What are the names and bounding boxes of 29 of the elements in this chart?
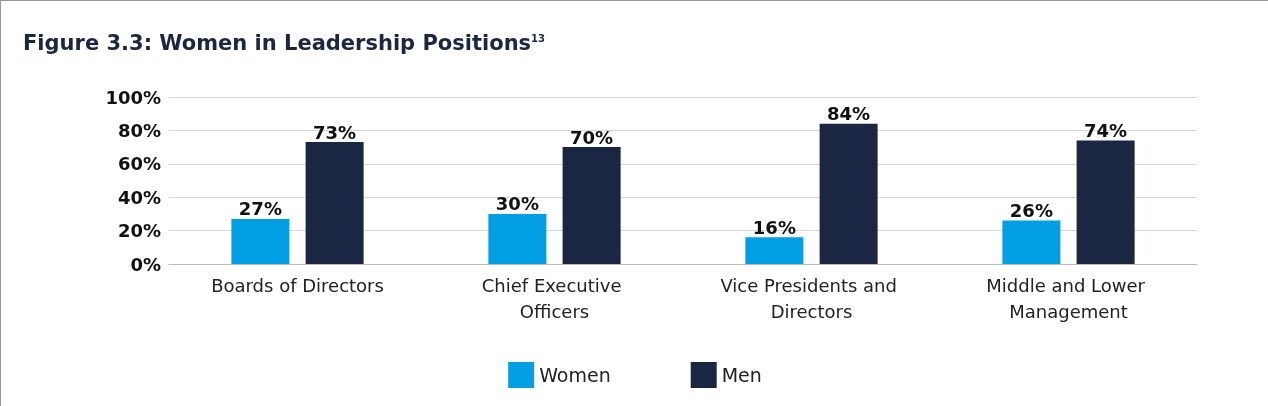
y-tick-label: 40% — [117, 186, 161, 208]
bar — [819, 123, 878, 264]
y-tick-label: 100% — [105, 86, 161, 108]
bar — [488, 213, 547, 264]
x-tick-label: Chief Executive Officers — [481, 274, 628, 322]
bar — [231, 218, 290, 264]
data-label: 16% — [752, 216, 796, 238]
legend-label: Men — [721, 364, 762, 386]
legend-label: Women — [539, 364, 611, 386]
bar — [562, 147, 621, 264]
data-label: 26% — [1009, 200, 1053, 222]
data-label: 74% — [1084, 119, 1128, 141]
data-label: 30% — [495, 193, 539, 215]
bar — [745, 237, 804, 264]
x-tick-label: Vice Presidents and Directors — [720, 274, 903, 322]
data-label: 27% — [238, 198, 282, 220]
chart-title: Figure 3.3: Women in Leadership Positions$^{13}$ — [23, 31, 546, 55]
x-tick-label: Middle and Lower Management — [986, 274, 1151, 322]
bar — [1002, 220, 1061, 264]
data-label: 84% — [827, 103, 871, 125]
y-tick-label: 20% — [117, 220, 161, 242]
y-tick-label: 80% — [117, 119, 161, 141]
bar — [1076, 140, 1135, 264]
y-tick-label: 0% — [130, 253, 161, 275]
data-label: 70% — [570, 126, 614, 148]
x-tick-label: Boards of Directors — [211, 274, 384, 296]
data-label: 73% — [313, 121, 357, 143]
bar — [305, 142, 364, 264]
y-tick-label: 60% — [117, 153, 161, 175]
